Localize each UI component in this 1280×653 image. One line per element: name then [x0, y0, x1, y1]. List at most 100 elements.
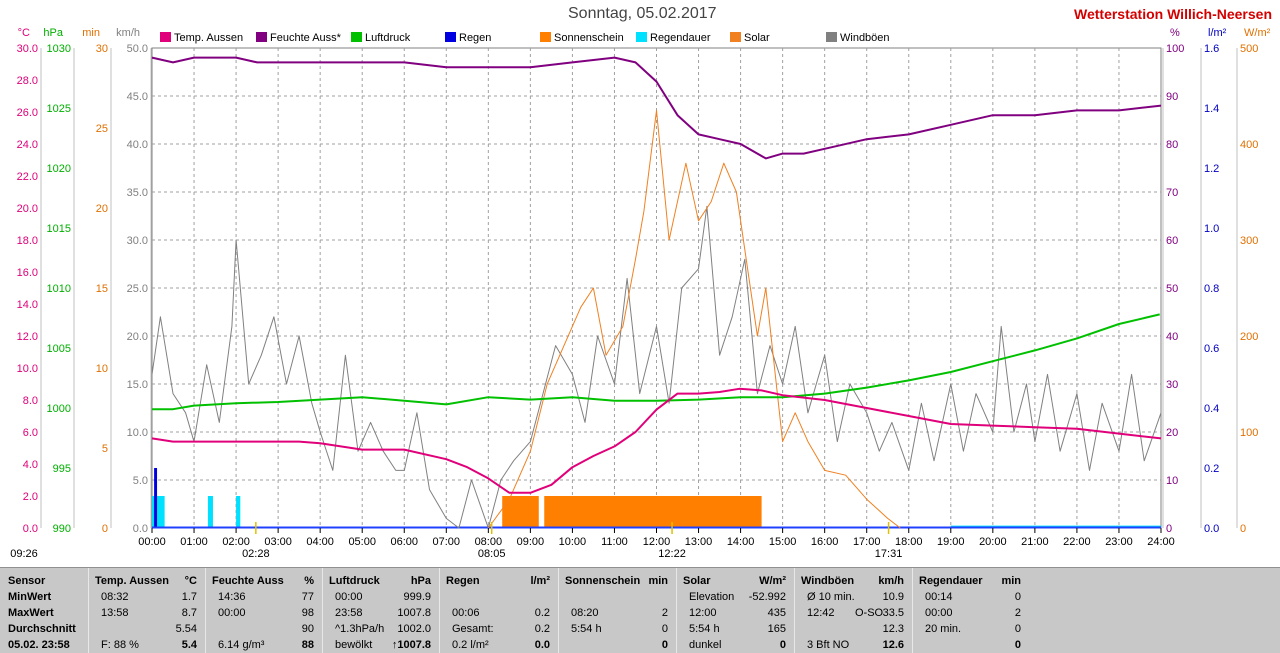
stats-time: 5:54 h — [571, 623, 602, 635]
left-axis-tick: 1030 — [47, 43, 71, 55]
stats-time: 00:00 — [925, 607, 953, 619]
left-axis-tick: 14.0 — [17, 299, 38, 311]
stats-row: 13:58 8.7 — [89, 605, 205, 621]
stats-value: 0 — [661, 639, 668, 651]
legend-swatch — [636, 32, 647, 42]
left-axis-tick: 10 — [96, 363, 108, 375]
stats-separator — [88, 568, 89, 653]
chart-title: Sonntag, 05.02.2017 — [568, 5, 717, 22]
legend-item: Windböen — [826, 31, 890, 45]
series-line-feuchte-auss- — [151, 56, 1162, 160]
right-axis-tick: 0.6 — [1204, 343, 1219, 355]
stats-header: Solar — [683, 575, 711, 587]
stats-value: 98 — [301, 607, 314, 619]
stats-column-wind: Windböen km/h Ø 10 min. 10.9 12:42 O-SO 33.5 12… — [795, 568, 912, 653]
stats-column-regen: Regen l/m² 00:06 0.2 Gesamt: 0.2 0.2 l/m² 0.0 — [440, 568, 558, 653]
left-axis-tick: 12.0 — [17, 331, 38, 343]
x-axis-tick-label: 02:00 — [222, 536, 250, 548]
right-axis-tick: 1.2 — [1204, 163, 1219, 175]
stats-column-solar: Solar W/m² Elevation -52.992 12:00 435 5:54 h 1… — [677, 568, 794, 653]
right-axis-tick: 200 — [1240, 331, 1258, 343]
stats-row: Regendauer min — [913, 573, 1029, 589]
right-axis-tick: 0.2 — [1204, 463, 1219, 475]
x-axis-tick-label: 09:00 — [517, 536, 545, 548]
weather-chart: °C 30.0 28.0 26.0 24.0 22.0 20.0 18.0 16.0 14.0 12… — [10, 27, 1270, 560]
legend-item: Solar — [730, 31, 770, 45]
stats-value: 0 — [1014, 591, 1021, 603]
left-axis-tick: 20.0 — [17, 203, 38, 215]
legend-swatch — [256, 32, 267, 42]
x-axis-tick-label: 23:00 — [1105, 536, 1133, 548]
stats-time: 5:54 h — [689, 623, 720, 635]
legend-swatch — [730, 32, 741, 42]
stats-value: 2 — [661, 607, 668, 619]
right-axis-unit: % — [1170, 27, 1180, 39]
stats-value: 2 — [1014, 607, 1021, 619]
stats-row: 00:00 2 — [913, 605, 1029, 621]
legend-swatch — [826, 32, 837, 42]
stats-time: 0.2 l/m² — [452, 639, 489, 651]
bar-regen — [154, 468, 158, 528]
stats-row: 6.14 g/m³ 88 — [206, 637, 322, 653]
x-axis-tick-label: 21:00 — [1021, 536, 1049, 548]
stats-row: Sonnenschein min — [559, 573, 676, 589]
legend-label: Regen — [459, 32, 492, 44]
x-axis-tick-label: 03:00 — [264, 536, 292, 548]
stats-row: Elevation -52.992 — [677, 589, 794, 605]
left-axis-tick: 50.0 — [127, 43, 148, 55]
stats-row: Durchschnitt — [0, 621, 88, 637]
left-axis-tick: 1000 — [47, 403, 71, 415]
legend-item: Feuchte Auss* — [256, 31, 341, 45]
stats-time: 08:20 — [571, 607, 599, 619]
right-axis-tick: 0.0 — [1204, 523, 1219, 535]
x-axis-tick-label: 06:00 — [390, 536, 418, 548]
stats-row: dunkel 0 — [677, 637, 794, 653]
stats-value: 33.5 — [882, 607, 904, 619]
stats-value: -52.992 — [748, 591, 786, 603]
time-marker-label: 12:22 — [658, 548, 686, 560]
x-axis: 00:00 01:00 02:00 03:00 04:00 05:00 06:00 07:00… — [138, 528, 1175, 548]
stats-row: 23:58 1007.8 — [323, 605, 439, 621]
x-axis-tick-label: 18:00 — [895, 536, 923, 548]
stats-time: 12:42 — [807, 607, 835, 619]
bar-regendauer — [207, 496, 213, 528]
stats-value: 435 — [767, 607, 786, 619]
left-axis-tick: 0 — [102, 523, 108, 535]
x-axis-tick-label: 10:00 — [559, 536, 587, 548]
legend-swatch — [160, 32, 171, 42]
stats-unit: % — [304, 575, 314, 587]
stats-extra: O-SO — [855, 607, 884, 619]
right-axis-tick: 0 — [1240, 523, 1246, 535]
stats-time: F: 88 % — [101, 639, 139, 651]
chart-grid — [151, 47, 1162, 529]
stats-time: Ø 10 min. — [807, 591, 855, 603]
stats-row: 08:32 1.7 — [89, 589, 205, 605]
x-axis-tick-label: 16:00 — [811, 536, 839, 548]
stats-separator — [205, 568, 206, 653]
left-axis-tick: 28.0 — [17, 75, 38, 87]
stats-row: Windböen km/h — [795, 573, 912, 589]
time-marker-label: 17:31 — [875, 548, 903, 560]
left-axis-tick: 5.0 — [133, 475, 148, 487]
left-axis-tick: 990 — [53, 523, 71, 535]
x-axis-tick-label: 05:00 — [348, 536, 376, 548]
stats-row: MaxWert — [0, 605, 88, 621]
stats-row: Sensor — [0, 573, 88, 589]
left-axis-tick: 30.0 — [127, 235, 148, 247]
stats-unit: min — [1001, 575, 1021, 587]
right-axis-tick: 70 — [1166, 187, 1178, 199]
stats-row: 5:54 h 165 — [677, 621, 794, 637]
stats-time: 13:58 — [101, 607, 129, 619]
stats-row: Regen l/m² — [440, 573, 558, 589]
left-axis-tick: 10.0 — [17, 363, 38, 375]
right-axis-tick: 400 — [1240, 139, 1258, 151]
stats-value: 0 — [1014, 623, 1021, 635]
stats-value: 10.9 — [882, 591, 904, 603]
stats-row: 12.3 — [795, 621, 912, 637]
legend-swatch — [445, 32, 456, 42]
chart-lines — [151, 56, 1162, 529]
stats-row: ^1.3hPa/h 1002.0 — [323, 621, 439, 637]
legend-item: Luftdruck — [351, 31, 410, 45]
x-axis-tick-label: 01:00 — [180, 536, 208, 548]
right-axis-unit: l/m² — [1208, 27, 1227, 39]
